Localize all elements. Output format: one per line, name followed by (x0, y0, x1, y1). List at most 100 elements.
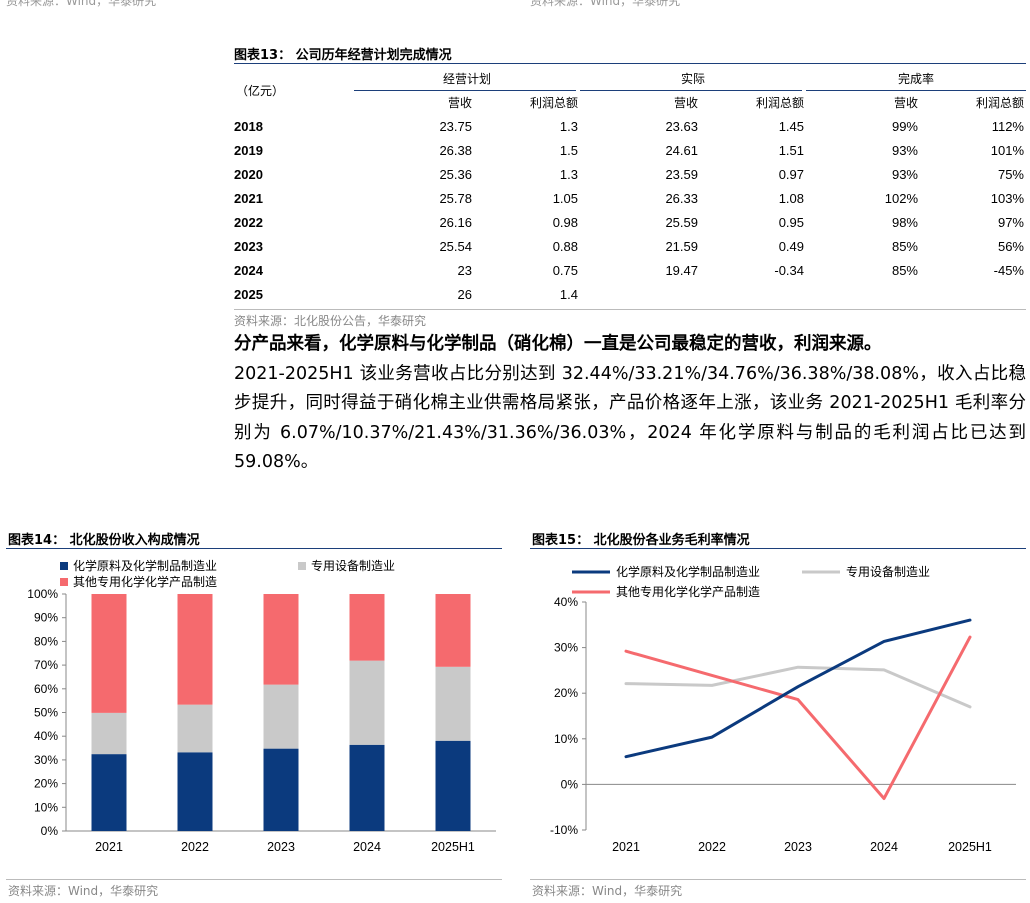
table13-group-rule-actual (580, 90, 802, 91)
y-tick-label: 0% (41, 824, 59, 838)
table13-cell: 1.4 (559, 286, 578, 302)
legend-label: 专用设备制造业 (311, 558, 395, 573)
table13-year-cell: 2022 (234, 214, 263, 230)
table13-year-cell: 2018 (234, 118, 263, 134)
table13-cell: 26.33 (665, 190, 698, 206)
table13-cell: 23.75 (439, 118, 472, 134)
legend-label: 其他专用化学化学产品制造 (73, 574, 217, 589)
table13-row: 2022 26.16 0.98 25.59 0.95 98% 97% (234, 210, 1026, 234)
table13-cell: 21.59 (665, 238, 698, 254)
y-tick-label: 20% (34, 777, 58, 791)
chart14-top-rule (6, 548, 502, 549)
table13-sub-header-cell: 营收 (447, 95, 472, 110)
table13-top-rule (234, 63, 1026, 64)
table13-year-cell: 2019 (234, 142, 263, 158)
y-tick-label: 40% (554, 595, 578, 609)
table13-cell: 102% (884, 190, 918, 206)
bar-segment (177, 704, 213, 753)
table13-cell: 0.75 (552, 262, 578, 278)
table13-cell: 0.97 (778, 166, 804, 182)
paragraph-lead: 分产品来看，化学原料与化学制品（硝化棉）一直是公司最稳定的营收，利润来源。 (234, 334, 882, 354)
table13-cell: 0.98 (552, 214, 578, 230)
table13-sub-header: 营收 利润总额 营收 利润总额 营收 利润总额 (234, 90, 1026, 114)
table13-row: 2023 25.54 0.88 21.59 0.49 85% 56% (234, 234, 1026, 258)
y-tick-label: 100% (27, 587, 58, 601)
x-tick-label: 2022 (181, 840, 209, 854)
table13-cell: 75% (997, 166, 1024, 182)
chart15-title: 图表15： 北化股份各业务毛利率情况 (532, 533, 750, 548)
bar-segment (177, 594, 213, 705)
table13-sub-header-cell: 利润总额 (975, 95, 1024, 110)
chart14-bottom-rule (6, 879, 502, 880)
x-tick-label: 2021 (612, 840, 640, 854)
table13-sub-header-cell: 营收 (673, 95, 698, 110)
bar-segment (263, 748, 299, 831)
legend-swatch (60, 562, 68, 570)
table13-source: 资料来源：北化股份公告，华泰研究 (234, 314, 427, 328)
table13-year-cell: 2020 (234, 166, 263, 182)
y-tick-label: 90% (34, 611, 58, 625)
table13-group-rate: 完成率 (897, 71, 934, 86)
x-tick-label: 2025H1 (431, 840, 475, 854)
y-tick-label: 20% (554, 686, 578, 700)
table13-cell (806, 282, 920, 306)
y-tick-label: 40% (34, 729, 58, 743)
table13-cell: 0.95 (778, 214, 804, 230)
chart15-top-rule (530, 548, 1026, 549)
bar-segment (91, 754, 127, 831)
table13-year-cell: 2024 (234, 262, 263, 278)
table13-cell: 23.59 (665, 166, 698, 182)
table13-cell: 85% (891, 262, 918, 278)
y-tick-label: 50% (34, 706, 58, 720)
table13-cell: 98% (891, 214, 918, 230)
bar-segment (91, 594, 127, 713)
table13-cell: 26.16 (439, 214, 472, 230)
table13-cell: 25.36 (439, 166, 472, 182)
series-line (624, 635, 972, 800)
chart14-source: 资料来源：Wind，华泰研究 (8, 884, 159, 898)
x-tick-label: 2025H1 (948, 840, 992, 854)
legend-swatch (298, 562, 306, 570)
chart14-svg: 0% 10% 20% 30% 40% 50% 60% 70% 80% 90% 100% 2021 202… (27, 558, 496, 854)
table13-cell: 26.38 (439, 142, 472, 158)
bar-segment (263, 594, 299, 685)
table13-cell: 99% (891, 118, 918, 134)
chart14-title: 图表14： 北化股份收入构成情况 (8, 533, 200, 548)
legend-label: 其他专用化学化学产品制造 (616, 584, 760, 599)
table13-year-cell: 2025 (234, 286, 263, 302)
table13-cell: 0.88 (552, 238, 578, 254)
table13-cell: 97% (997, 214, 1024, 230)
x-tick-label: 2023 (267, 840, 295, 854)
table13-cell: 19.47 (665, 262, 698, 278)
table13-cell: 0.49 (778, 238, 804, 254)
table13-cell: 1.3 (559, 118, 578, 134)
table13-group-actual: 实际 (680, 71, 705, 86)
table13-cell: -45% (993, 262, 1024, 278)
table13-cell: 25.59 (665, 214, 698, 230)
y-tick-label: 80% (34, 634, 58, 648)
y-tick-label: 10% (554, 732, 578, 746)
table13-sub-header-cell: 利润总额 (529, 95, 578, 110)
y-tick-label: 60% (34, 682, 58, 696)
table13-cell: -0.34 (774, 262, 804, 278)
table13-year-cell: 2021 (234, 190, 263, 206)
table13-cell (920, 282, 1026, 306)
table13-row: 2024 23 0.75 19.47 -0.34 85% -45% (234, 258, 1026, 282)
series-line (624, 618, 972, 759)
table13-sub-header-cell: 营收 (893, 95, 918, 110)
table13-cell: 93% (891, 142, 918, 158)
bar-segment (435, 594, 471, 667)
table13-group-rule-plan (354, 90, 576, 91)
chart15-svg: -10% 0% 10% 20% 30% 40% 2021 2022 2023 2024 2025H1… (550, 564, 1016, 854)
table13-row: 2020 25.36 1.3 23.59 0.97 93% 75% (234, 162, 1026, 186)
table13-cell: 103% (990, 190, 1024, 206)
top-source-right: 资料来源：Wind，华泰研究 (530, 0, 681, 8)
chart15-bottom-rule (530, 879, 1026, 880)
legend-swatch (60, 578, 68, 586)
table13-sub-header-cell: 利润总额 (755, 95, 804, 110)
table13-cell: 23.63 (665, 118, 698, 134)
bar-segment (435, 740, 471, 831)
table13-cell: 112% (991, 118, 1024, 134)
table13-cell: 1.3 (559, 166, 578, 182)
table13-cell: 93% (891, 166, 918, 182)
